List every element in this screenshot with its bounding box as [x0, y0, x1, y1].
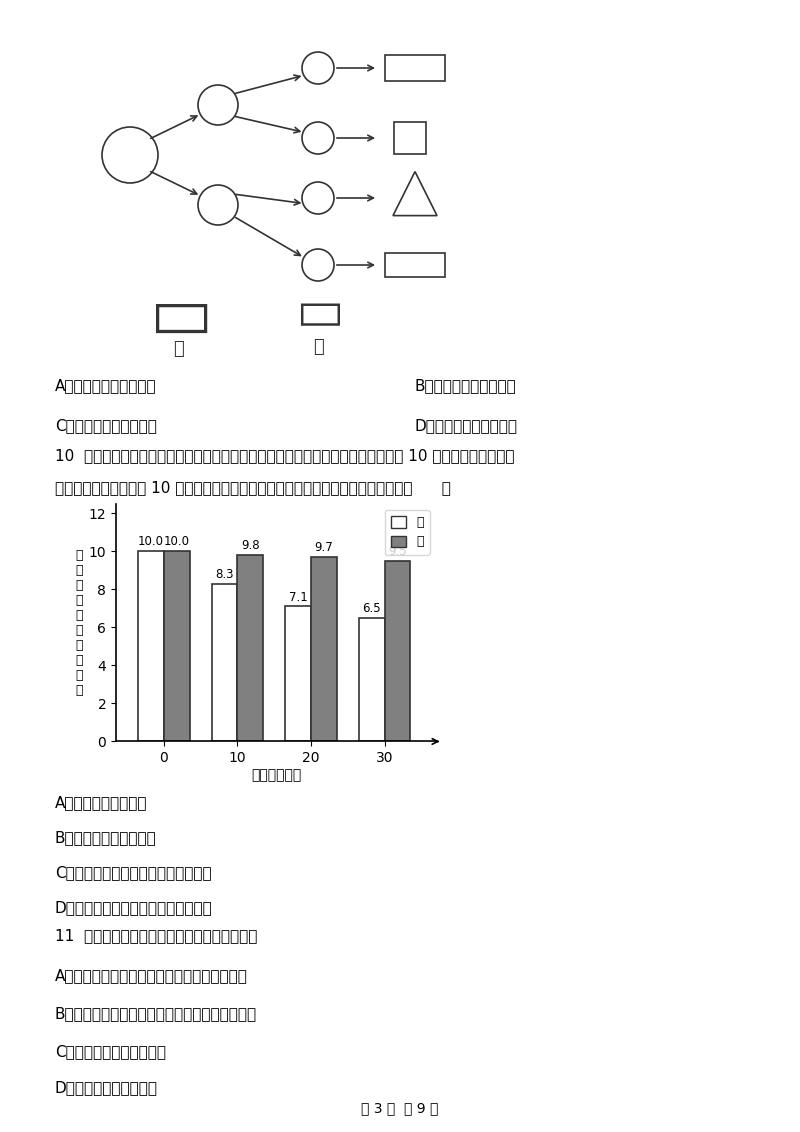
Text: 10.0: 10.0	[138, 535, 164, 548]
Polygon shape	[393, 172, 437, 215]
Text: 9.8: 9.8	[241, 539, 259, 552]
Legend: 甲, 乙: 甲, 乙	[385, 511, 430, 555]
Text: D．细胞分化、细胞分化: D．细胞分化、细胞分化	[415, 418, 518, 434]
Bar	[394, 122, 426, 154]
Circle shape	[102, 127, 158, 183]
Text: D．堆放的白菜发出霉气: D．堆放的白菜发出霉气	[55, 1080, 158, 1095]
Bar	[358, 618, 385, 741]
Text: 一起放在阳光下。每隔 10 分钟记录量筒液面的读数，结果如图。下列分析正确的是（      ）: 一起放在阳光下。每隔 10 分钟记录量筒液面的读数，结果如图。下列分析正确的是（…	[55, 480, 451, 495]
Text: 9.7: 9.7	[314, 541, 333, 555]
Circle shape	[302, 182, 334, 214]
Bar	[164, 551, 190, 741]
Bar	[311, 557, 337, 741]
Bar	[138, 551, 164, 741]
Text: 10.0: 10.0	[164, 535, 190, 548]
Text: C．细胞分裂、细胞分裂: C．细胞分裂、细胞分裂	[55, 418, 157, 434]
Bar	[385, 252, 445, 277]
Circle shape	[302, 122, 334, 154]
Bar	[212, 584, 238, 741]
Text: A．走进储存蔬菜的地窖，手中的烛火火焰变小: A．走进储存蔬菜的地窖，手中的烛火火焰变小	[55, 968, 248, 983]
Bar	[285, 607, 311, 741]
Text: 6.5: 6.5	[362, 602, 381, 615]
Text: 7.1: 7.1	[289, 591, 307, 603]
Circle shape	[198, 85, 238, 125]
Text: A．细胞分裂、细胞分化: A．细胞分裂、细胞分化	[55, 378, 157, 393]
Text: 乙: 乙	[313, 338, 323, 355]
Text: 10  ．取两段相同的植物枝条甲和乙，摘除其中一个枝条的叶片，再分别放入均装有 10 毫升清水的量筒中，: 10 ．取两段相同的植物枝条甲和乙，摘除其中一个枝条的叶片，再分别放入均装有 1…	[55, 448, 514, 463]
X-axis label: 时间（分钟）: 时间（分钟）	[251, 767, 301, 782]
Text: 8.3: 8.3	[215, 568, 234, 581]
Text: 第 3 页  共 9 页: 第 3 页 共 9 页	[362, 1101, 438, 1115]
Text: C．潮湿的种子堆发出热气: C．潮湿的种子堆发出热气	[55, 1044, 166, 1060]
Text: B．细胞分化、细胞分裂: B．细胞分化、细胞分裂	[415, 378, 517, 393]
Text: B．实验变量是光照时间: B．实验变量是光照时间	[55, 830, 157, 844]
Text: D．实验说明叶是蒸腾作用的主要器官: D．实验说明叶是蒸腾作用的主要器官	[55, 900, 213, 915]
Y-axis label: 量
筒
液
面
读
数
（
毫
升
）: 量 筒 液 面 读 数 （ 毫 升 ）	[75, 549, 83, 696]
Text: 11  ．下列现象不能表明植物进行呼吸作用的是: 11 ．下列现象不能表明植物进行呼吸作用的是	[55, 928, 258, 943]
Circle shape	[302, 249, 334, 281]
Circle shape	[198, 185, 238, 225]
Text: 甲: 甲	[173, 340, 183, 358]
Text: B．潮湿种子堆周围的空气能使澄清石灰水变浑浊: B．潮湿种子堆周围的空气能使澄清石灰水变浑浊	[55, 1006, 257, 1021]
Bar	[238, 555, 263, 741]
Bar	[385, 560, 410, 741]
Text: A．甲组的叶片被摘除: A．甲组的叶片被摘除	[55, 795, 147, 811]
Circle shape	[302, 52, 334, 84]
Text: ｛: ｛	[297, 298, 339, 325]
Text: ｛: ｛	[150, 298, 206, 333]
Bar	[385, 55, 445, 82]
Text: 9.5: 9.5	[388, 544, 406, 558]
Text: C．甲组减少的水分主要用于光合作用: C．甲组减少的水分主要用于光合作用	[55, 865, 212, 880]
